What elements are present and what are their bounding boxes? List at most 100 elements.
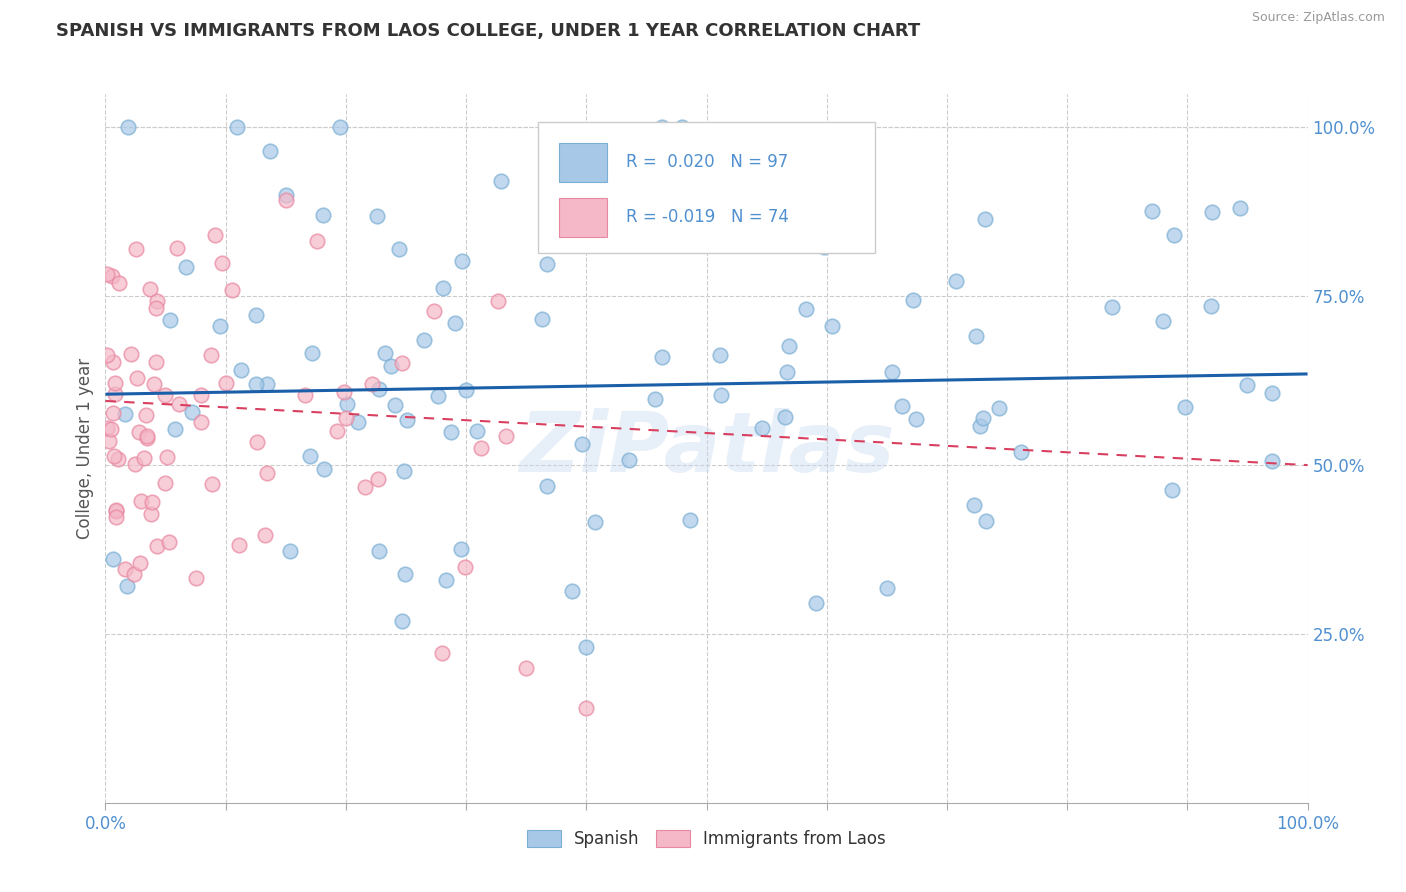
Point — [439, 425, 461, 439]
Point — [367, 544, 389, 558]
Point — [155, 387, 177, 401]
Point — [495, 429, 517, 443]
Point — [221, 283, 243, 297]
Point — [145, 354, 167, 368]
Point — [1260, 454, 1282, 468]
Point — [335, 410, 357, 425]
Point — [454, 559, 477, 574]
Point — [128, 425, 150, 439]
Point — [1142, 204, 1164, 219]
Point — [391, 614, 413, 628]
Point — [392, 463, 415, 477]
FancyBboxPatch shape — [538, 122, 875, 253]
Point — [231, 363, 253, 377]
Text: Source: ZipAtlas.com: Source: ZipAtlas.com — [1251, 11, 1385, 24]
Point — [426, 388, 449, 402]
Point — [298, 449, 321, 463]
Legend: Spanish, Immigrants from Laos: Spanish, Immigrants from Laos — [520, 823, 893, 855]
Point — [208, 319, 231, 334]
Point — [174, 260, 197, 275]
Point — [146, 539, 169, 553]
Point — [489, 174, 512, 188]
Point — [156, 450, 179, 465]
Point — [139, 282, 162, 296]
Point — [104, 376, 127, 391]
Point — [384, 398, 406, 412]
Point — [945, 274, 967, 288]
Point — [394, 566, 416, 581]
Point — [450, 541, 472, 556]
Point — [163, 421, 186, 435]
FancyBboxPatch shape — [558, 198, 607, 237]
Point — [159, 313, 181, 327]
Point — [105, 503, 128, 517]
Point — [228, 537, 250, 551]
Point — [314, 462, 336, 476]
Point — [274, 187, 297, 202]
Point — [226, 120, 249, 135]
Point — [486, 294, 509, 309]
Point — [200, 348, 222, 362]
Point — [256, 376, 278, 391]
Point — [96, 421, 118, 435]
Point — [813, 240, 835, 254]
Point — [710, 388, 733, 402]
Point — [367, 472, 389, 486]
Point — [114, 407, 136, 421]
Point — [1152, 314, 1174, 328]
Point — [1101, 300, 1123, 314]
Point — [536, 256, 558, 270]
Point — [644, 392, 666, 407]
Point — [181, 405, 204, 419]
Point — [1010, 445, 1032, 459]
Point — [294, 388, 316, 402]
Point — [167, 397, 190, 411]
Text: R = -0.019   N = 74: R = -0.019 N = 74 — [626, 208, 789, 226]
Point — [135, 408, 157, 422]
Point — [145, 301, 167, 315]
Point — [583, 516, 606, 530]
Y-axis label: College, Under 1 year: College, Under 1 year — [76, 358, 94, 539]
Point — [963, 498, 986, 512]
Point — [436, 573, 458, 587]
Point — [413, 333, 436, 347]
Point — [274, 193, 297, 207]
Point — [301, 346, 323, 360]
Point — [96, 348, 118, 362]
Point — [108, 276, 131, 290]
Point — [190, 415, 212, 429]
Text: R =  0.020   N = 97: R = 0.020 N = 97 — [626, 153, 789, 171]
Point — [876, 581, 898, 595]
Point — [125, 371, 148, 385]
Point — [115, 578, 138, 592]
Point — [307, 234, 329, 248]
Point — [974, 514, 997, 528]
Point — [432, 280, 454, 294]
Point — [778, 339, 800, 353]
Point — [146, 294, 169, 309]
Point — [186, 571, 208, 585]
Point — [325, 424, 347, 438]
Point — [380, 359, 402, 374]
Point — [114, 562, 136, 576]
Point — [571, 437, 593, 451]
Point — [1201, 299, 1223, 313]
Point — [1161, 483, 1184, 497]
Point — [650, 120, 672, 135]
Point — [648, 157, 671, 171]
Point — [374, 345, 396, 359]
Point — [987, 401, 1010, 416]
FancyBboxPatch shape — [558, 144, 607, 182]
Point — [423, 303, 446, 318]
Point — [134, 450, 156, 465]
Point — [901, 293, 924, 307]
Point — [136, 429, 159, 443]
Point — [159, 534, 181, 549]
Point — [581, 182, 603, 196]
Text: SPANISH VS IMMIGRANTS FROM LAOS COLLEGE, UNDER 1 YEAR CORRELATION CHART: SPANISH VS IMMIGRANTS FROM LAOS COLLEGE,… — [56, 22, 921, 40]
Point — [751, 421, 773, 435]
Point — [98, 434, 121, 449]
Point — [214, 376, 236, 391]
Point — [367, 382, 389, 396]
Point — [347, 415, 370, 429]
